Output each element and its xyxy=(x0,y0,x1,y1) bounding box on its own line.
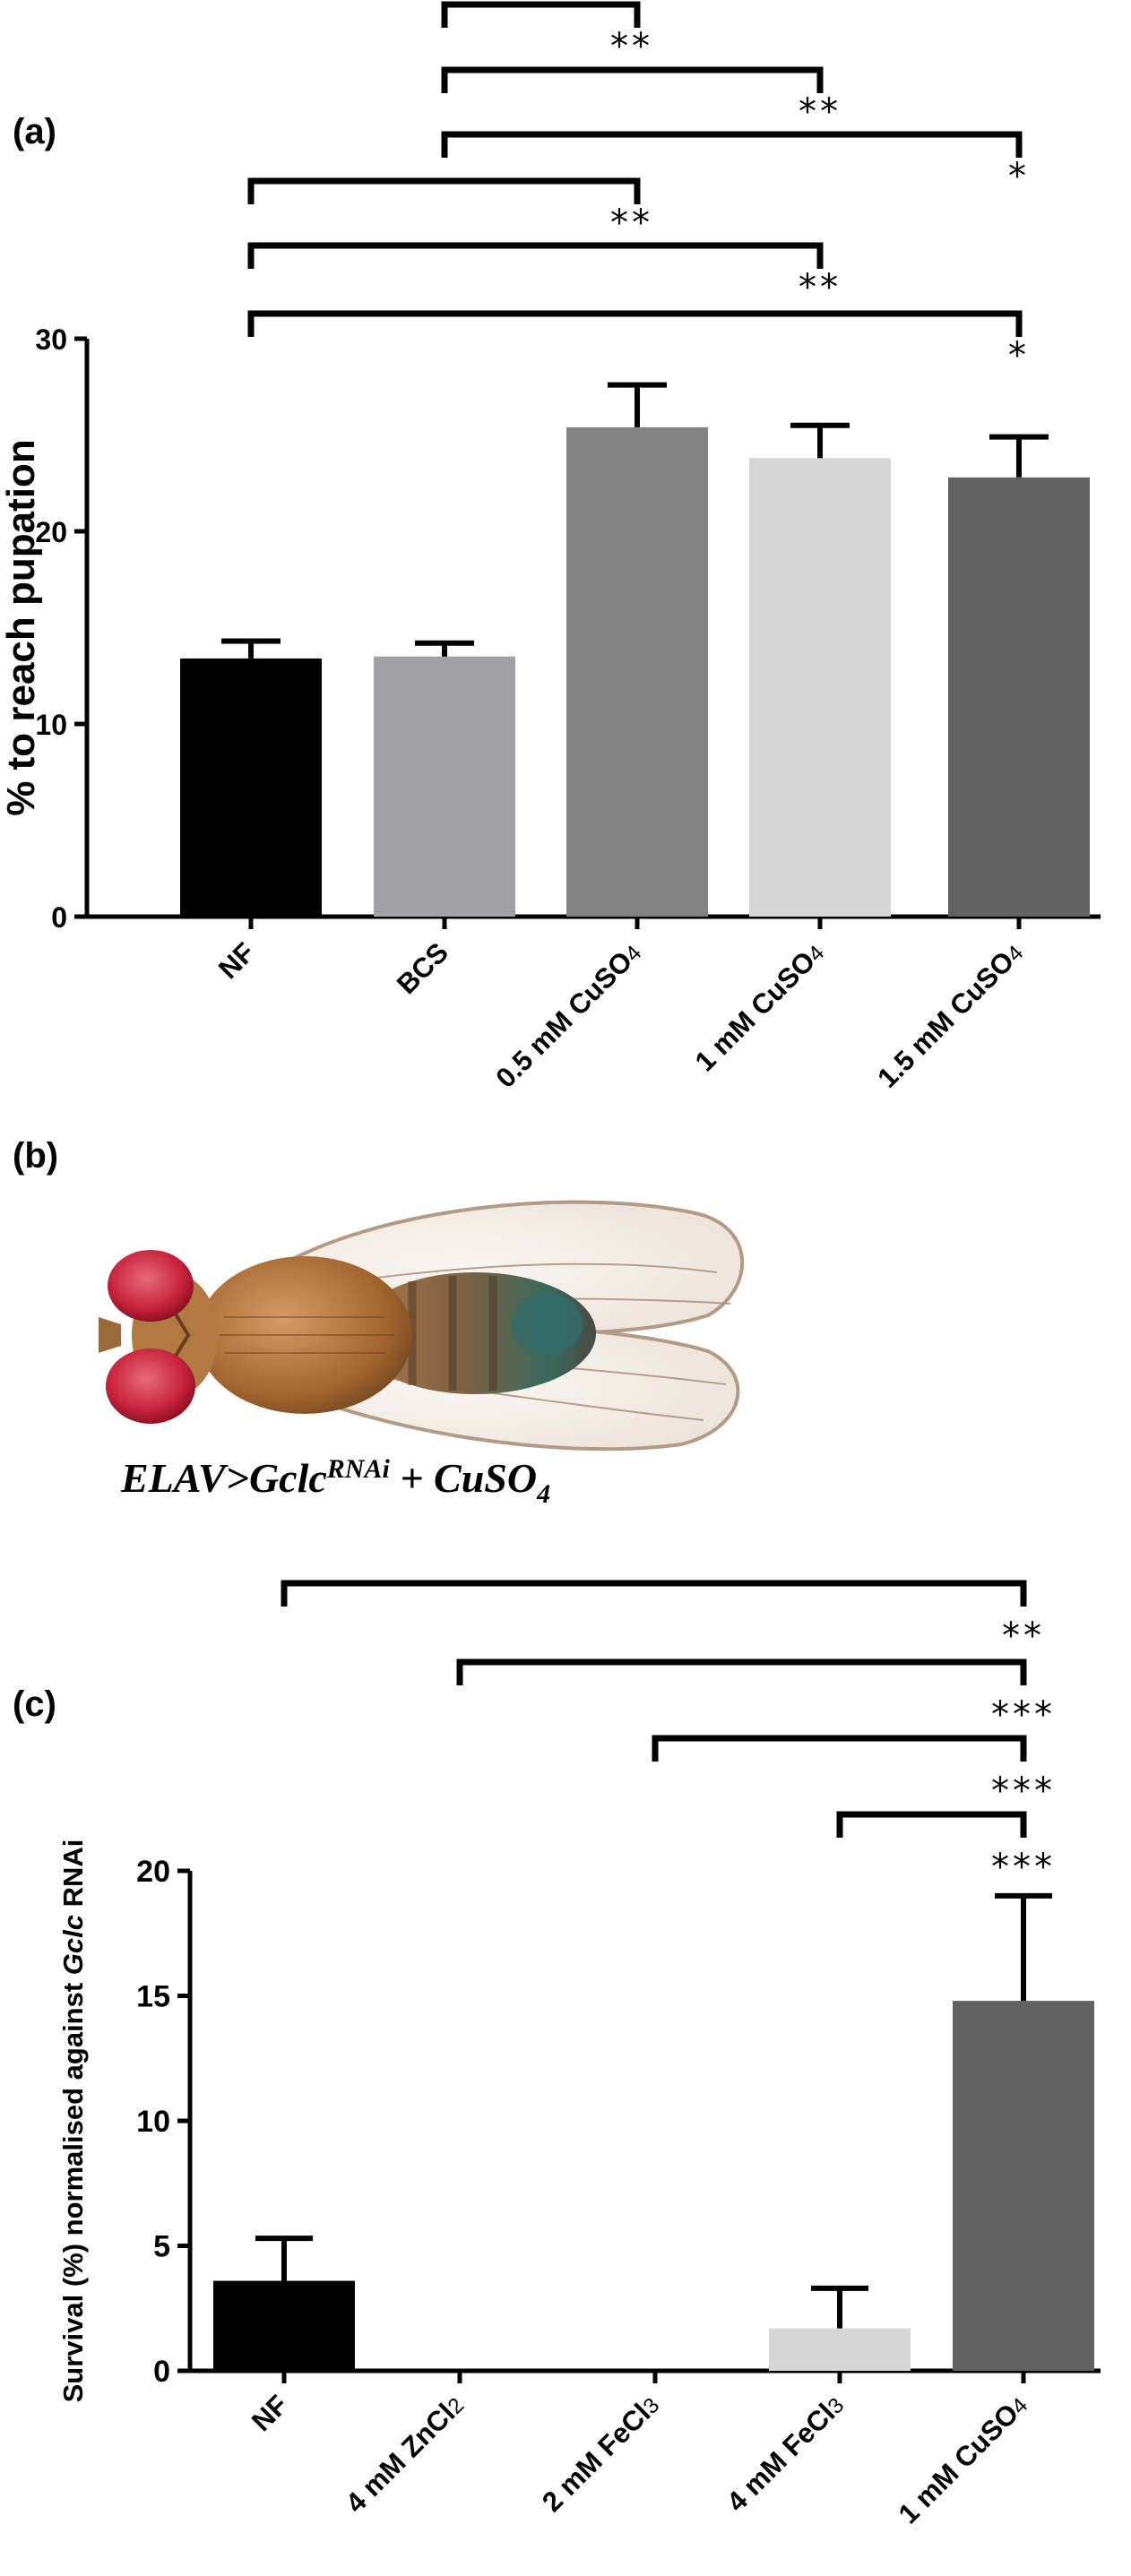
bar xyxy=(749,458,891,917)
bar xyxy=(948,477,1090,917)
significance-bracket xyxy=(456,1658,1027,1685)
x-category-label: NF xyxy=(246,2389,294,2437)
y-tick-label: 10 xyxy=(136,2105,170,2139)
significance-stars: *** xyxy=(991,1847,1056,1888)
panel-c-label: (c) xyxy=(13,1684,56,1724)
fly-photograph xyxy=(36,1187,771,1452)
y-tick-label: 15 xyxy=(136,1980,170,2014)
category-text: 0.5 mM CuSO xyxy=(489,945,638,1094)
x-category-label: 2 mM FeCl3 xyxy=(536,2389,665,2518)
y-tick-label: 5 xyxy=(153,2230,170,2264)
caption-subscript: 4 xyxy=(536,1479,550,1509)
y-tick-label: 20 xyxy=(136,1855,170,1889)
caption-superscript: RNAi xyxy=(326,1454,391,1484)
panel-b-label: (b) xyxy=(13,1136,58,1176)
significance-stars: ** xyxy=(1002,1615,1045,1657)
significance-stars: * xyxy=(1008,335,1030,376)
x-category-label: 4 mM FeCl3 xyxy=(721,2389,850,2518)
bar xyxy=(953,2001,1094,2371)
bar xyxy=(180,658,322,917)
category-text: 4 mM ZnCl xyxy=(340,2398,462,2520)
y-axis-title-part: Gclc xyxy=(57,1915,89,1975)
bar xyxy=(374,656,515,917)
category-text: NF xyxy=(246,2389,294,2437)
x-category-label: 0.5 mM CuSO4 xyxy=(489,936,647,1094)
y-axis-title-part: Survival (%) normalised against xyxy=(57,1975,89,2402)
x-category-label: NF xyxy=(212,936,261,985)
y-tick-label: 10 xyxy=(35,709,67,741)
category-text: BCS xyxy=(391,936,454,1000)
caption-treatment: + CuSO xyxy=(390,1455,537,1501)
chart-a: 0 10 20 30 % to reach pupation NF BCS 0.5 mM Cu… xyxy=(0,1,1101,1094)
bar xyxy=(213,2280,355,2371)
significance-bracket xyxy=(441,1,641,28)
panel-a-label: (a) xyxy=(13,112,56,151)
x-category-label: 1.5 mM CuSO4 xyxy=(871,936,1029,1094)
y-axis-title-part: RNAi xyxy=(57,1839,89,1915)
fly-eye-upper xyxy=(108,1250,194,1322)
significance-stars: ** xyxy=(799,267,842,308)
significance-stars: ** xyxy=(610,202,653,244)
y-axis-title: % to reach pupation xyxy=(0,439,43,815)
significance-bracket xyxy=(247,177,641,204)
x-category-label: 1 mM CuSO4 xyxy=(893,2389,1033,2529)
significance-bracket xyxy=(441,66,824,93)
significance-stars: ** xyxy=(799,91,842,133)
x-category-label: BCS xyxy=(391,936,454,1000)
significance-stars: *** xyxy=(991,1694,1056,1736)
significance-bracket xyxy=(441,131,1023,158)
category-text: 4 mM FeCl xyxy=(721,2398,841,2518)
y-tick-label: 20 xyxy=(35,516,67,548)
significance-stars: *** xyxy=(991,1770,1056,1812)
category-text: 2 mM FeCl xyxy=(536,2398,656,2518)
significance-bracket xyxy=(652,1735,1027,1762)
significance-bracket xyxy=(836,1811,1027,1838)
x-category-label: 1 mM CuSO4 xyxy=(689,936,830,1077)
category-text: 1.5 mM CuSO xyxy=(871,945,1020,1094)
photo-caption: ELAV>GclcRNAi + CuSO4 xyxy=(120,1454,550,1509)
significance-bracket xyxy=(247,242,824,269)
y-tick-label: 0 xyxy=(51,901,67,934)
significance-bracket xyxy=(281,1580,1027,1607)
x-category-label: 4 mM ZnCl2 xyxy=(340,2389,470,2519)
significance-bracket xyxy=(247,310,1023,337)
chart-c: 0 5 10 15 20 Survival (%) normalised against … xyxy=(57,1580,1101,2529)
y-tick-label: 30 xyxy=(35,323,67,356)
y-tick-label: 0 xyxy=(153,2355,170,2389)
caption-genotype: ELAV>Gclc xyxy=(120,1455,327,1501)
y-axis-title: Survival (%) normalised against Gclc RNA… xyxy=(57,1839,89,2403)
category-text: 1 mM CuSO xyxy=(689,945,822,1078)
bar xyxy=(769,2328,911,2371)
fly-eye-lower xyxy=(106,1348,195,1424)
category-text: NF xyxy=(212,936,261,985)
category-text: 1 mM CuSO xyxy=(893,2398,1025,2530)
significance-stars: ** xyxy=(610,26,653,67)
bar xyxy=(566,426,708,917)
significance-stars: * xyxy=(1008,156,1030,197)
